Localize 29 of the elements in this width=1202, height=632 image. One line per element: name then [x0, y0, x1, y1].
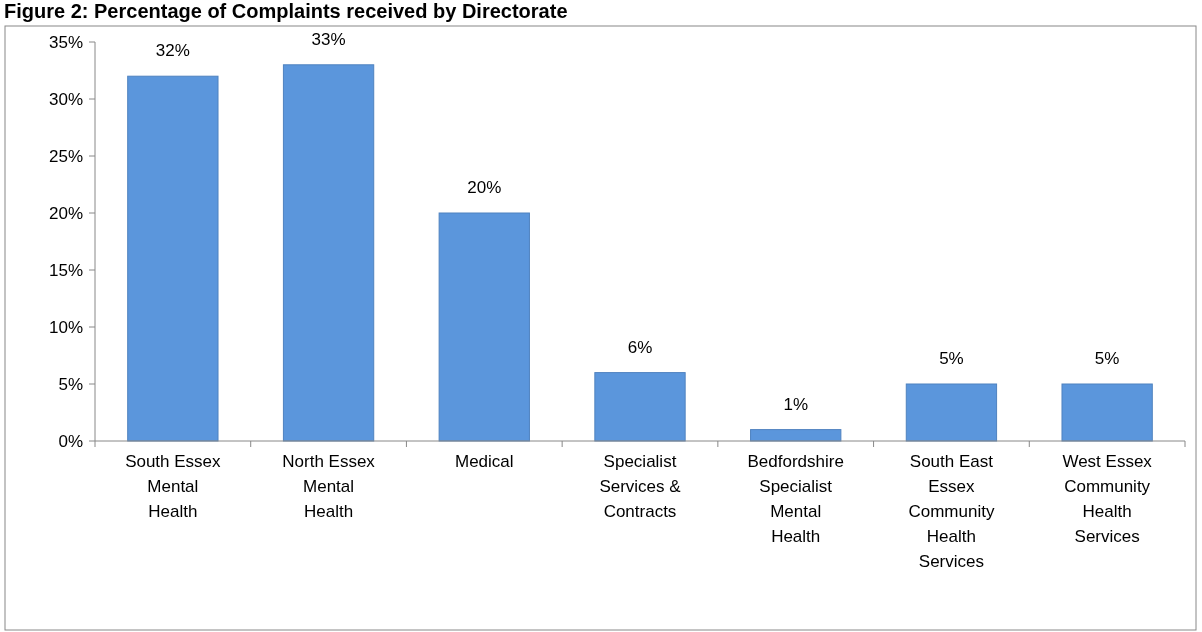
- y-tick-label: 25%: [48, 146, 83, 166]
- data-label: 1%: [783, 394, 808, 414]
- x-tick-label: West Essex Community Health Services: [1062, 452, 1153, 546]
- x-tick-label: Medical: [454, 452, 514, 471]
- bar: [1061, 383, 1153, 442]
- bar: [905, 383, 998, 442]
- y-tick-label: 0%: [58, 431, 83, 451]
- bar: [438, 212, 530, 442]
- y-tick-label: 15%: [48, 260, 83, 280]
- data-label: 6%: [627, 337, 653, 357]
- data-label: 5%: [939, 349, 964, 368]
- x-tick-label: Specialist Services & Contracts: [599, 452, 682, 521]
- x-tick-label: South Essex Mental Health: [125, 452, 222, 521]
- chart-title: Figure 2: Percentage of Complaints received by Directorate: [4, 0, 568, 22]
- y-tick-label: 30%: [48, 89, 83, 109]
- y-tick-label: 5%: [58, 374, 83, 394]
- bar: [594, 372, 686, 442]
- y-tick-label: 20%: [48, 203, 83, 223]
- x-tick-label: Bedfordshire Specialist Mental Health: [747, 452, 844, 546]
- y-tick-label: 35%: [48, 32, 83, 52]
- data-label: 5%: [1094, 349, 1120, 368]
- data-label: 20%: [467, 178, 502, 197]
- x-tick-label: North Essex Mental Health: [282, 452, 376, 521]
- bar: [127, 75, 219, 442]
- data-label: 33%: [311, 29, 346, 49]
- x-tick-label: South East Essex Community Health Services: [908, 452, 995, 571]
- bar: [282, 64, 375, 442]
- y-tick-label: 10%: [48, 317, 83, 337]
- data-label: 32%: [155, 41, 190, 61]
